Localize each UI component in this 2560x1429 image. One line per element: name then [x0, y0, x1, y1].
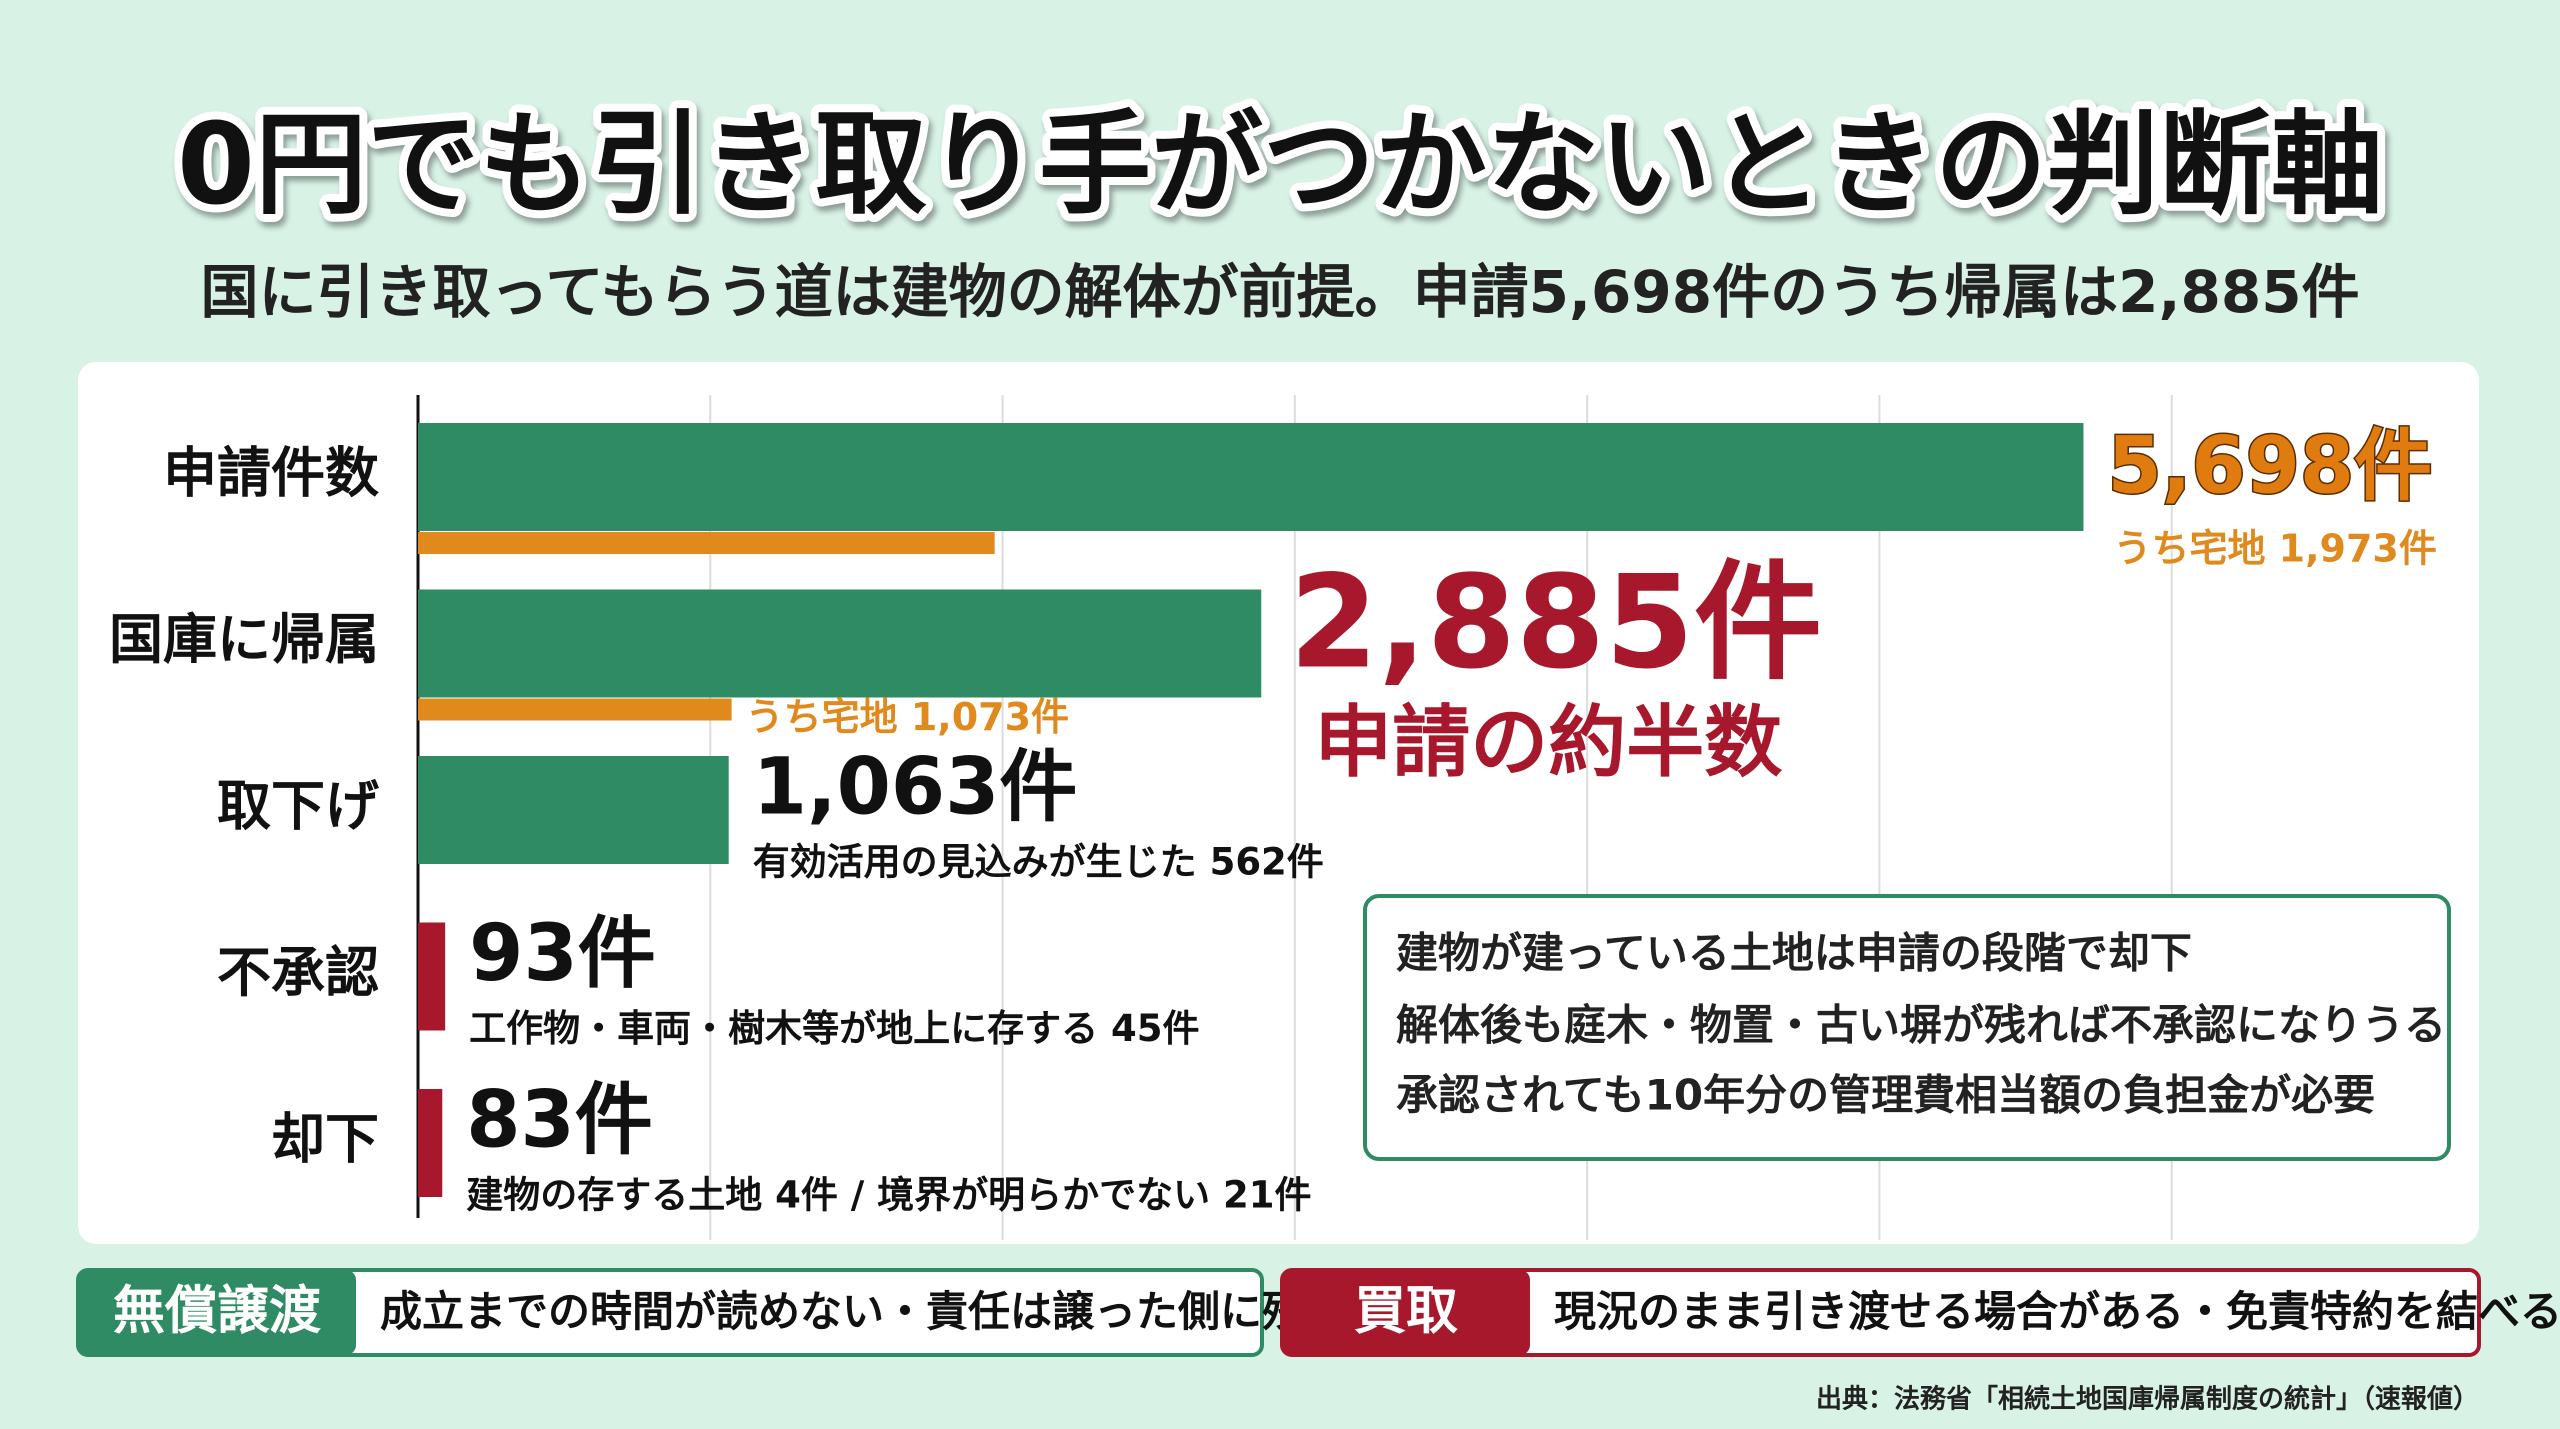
note-line: 解体後も庭木・物置・古い塀が残れば不承認になりうる: [1396, 1001, 2446, 1050]
category-label: 申請件数: [163, 442, 379, 505]
bar: [418, 589, 1262, 698]
value-label: 2,885件: [1289, 549, 1822, 698]
value-label: 5,698件: [2107, 421, 2432, 511]
annotation: 申請の約半数: [1314, 698, 1782, 788]
annotation: 工作物・車両・樹木等が地上に存する 45件: [469, 1007, 1199, 1050]
option-tag: [78, 1270, 356, 1355]
value-label: 1,063件: [753, 742, 1078, 832]
bar: [418, 922, 446, 1031]
option-tag-label: 無償譲渡: [113, 1282, 321, 1342]
annotation: 建物の存する土地 4件 / 境界が明らかでない 21件: [466, 1174, 1311, 1217]
value-label: 83件: [466, 1075, 653, 1165]
value-label: 93件: [469, 909, 656, 999]
category-label: 国庫に帰属: [109, 608, 379, 671]
bar: [418, 756, 729, 864]
note-line: 建物が建っている土地は申請の段階で却下: [1396, 929, 2192, 978]
sub-bar: [418, 698, 732, 721]
option-text: 現況のまま引き渡せる場合がある・免責特約を結べる: [1554, 1287, 2560, 1336]
annotation: 有効活用の見込みが生じた 562件: [753, 841, 1324, 884]
sub-value-label: うち宅地 1,073件: [746, 695, 1069, 739]
bar: [418, 423, 2084, 531]
category-label: 取下げ: [217, 775, 379, 838]
chart-title: 0円でも引き取り手がつかないときの判断軸: [177, 100, 2383, 230]
note-box: [1363, 894, 2451, 1161]
category-label: 不承認: [217, 941, 379, 1004]
note-line: 承認されても10年分の管理費相当額の負担金が必要: [1396, 1071, 2375, 1120]
option-tag: [1282, 1270, 1530, 1355]
source: 出典：法務省「相続土地国庫帰属制度の統計」（速報値）: [1816, 1384, 2479, 1415]
sub-bar: [418, 532, 995, 554]
chart-subtitle: 国に引き取ってもらう道は建物の解体が前提。申請5,698件のうち帰属は2,885…: [200, 258, 2359, 326]
option-tag-label: 買取: [1354, 1282, 1458, 1342]
bar: [418, 1089, 443, 1197]
category-label: 却下: [271, 1108, 379, 1171]
option-text: 成立までの時間が読めない・責任は譲った側に残る: [380, 1287, 1346, 1336]
sub-value-label: うち宅地 1,973件: [2113, 527, 2436, 571]
